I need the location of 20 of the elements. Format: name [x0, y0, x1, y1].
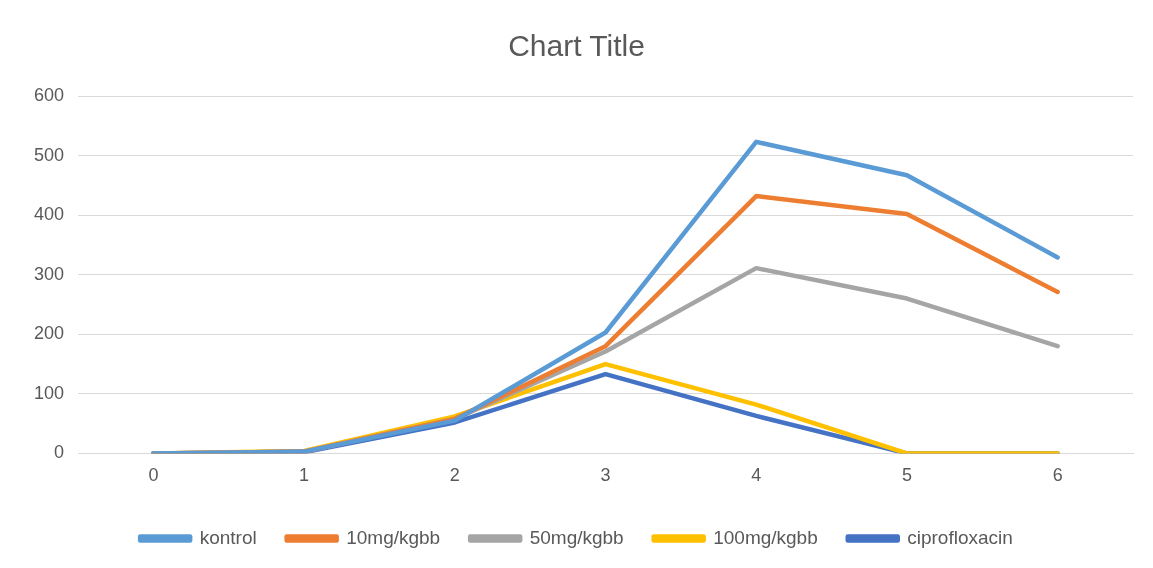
x-tick-label: 2	[449, 465, 460, 486]
y-tick-label: 0	[54, 442, 65, 463]
x-tick-label: 1	[299, 465, 310, 486]
legend-label: kontrol	[199, 526, 257, 548]
x-tick-label: 5	[901, 465, 912, 486]
legend-label: 100mg/kgbb	[713, 526, 818, 548]
y-tick-label: 100	[33, 382, 65, 403]
chart-title: Chart Title	[508, 29, 645, 63]
x-tick-label: 6	[1052, 465, 1063, 486]
y-tick-label: 300	[33, 263, 65, 284]
y-tick-label: 500	[33, 144, 65, 165]
x-tick-label: 3	[600, 465, 611, 486]
x-tick-label: 0	[148, 465, 159, 486]
legend-label: 50mg/kgbb	[529, 526, 624, 548]
x-tick-label: 4	[751, 465, 762, 486]
legend-label: ciprofloxacin	[907, 526, 1013, 548]
y-tick-label: 400	[33, 204, 65, 225]
legend-label: 10mg/kgbb	[346, 526, 441, 548]
y-tick-label: 600	[33, 84, 65, 105]
y-tick-label: 200	[33, 323, 65, 344]
